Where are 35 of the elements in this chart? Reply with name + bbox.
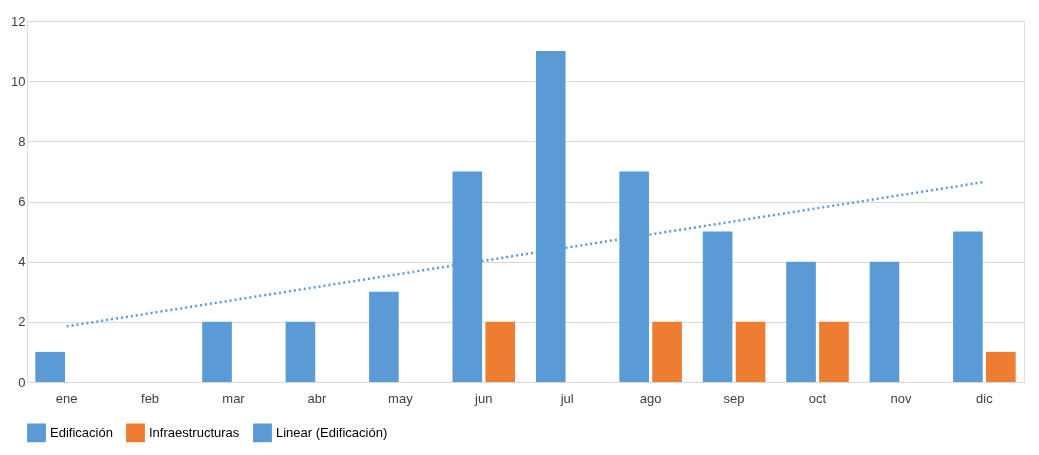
bar	[702, 231, 733, 382]
y-tick-label: 2	[18, 314, 26, 330]
bar	[986, 351, 1016, 382]
x-tick-label: may	[388, 390, 414, 406]
bar	[819, 321, 849, 382]
x-tick-label: abr	[307, 390, 327, 406]
y-tick-label: 8	[18, 133, 26, 149]
x-tick-label: mar	[222, 390, 246, 406]
y-tick-label: 4	[18, 254, 26, 270]
bar	[369, 291, 399, 382]
x-tick-label: feb	[141, 390, 160, 406]
legend-label: Linear (Edificación)	[276, 424, 388, 440]
bar	[485, 321, 516, 382]
bar	[786, 261, 816, 382]
legend-label: Infraestructuras	[149, 424, 240, 440]
y-tick-label: 12	[11, 13, 26, 29]
x-tick-label: dic	[976, 390, 994, 406]
x-tick-label: oct	[808, 390, 827, 406]
x-tick-label: ago	[639, 390, 662, 406]
x-tick-label: nov	[890, 390, 912, 406]
bar	[285, 321, 316, 382]
y-tick-label: 10	[11, 73, 26, 89]
y-tick-label: 6	[18, 194, 26, 209]
bar	[202, 321, 232, 382]
legend-label: Edificación	[50, 424, 113, 440]
x-tick-label: jun	[474, 390, 493, 406]
bar	[652, 321, 682, 382]
bar	[953, 231, 983, 382]
x-tick-label: ene	[55, 390, 78, 406]
y-tick-label: 0	[18, 374, 26, 390]
x-tick-label: sep	[723, 390, 745, 406]
bar	[869, 261, 900, 382]
bar	[35, 351, 65, 382]
x-tick-label: jul	[559, 390, 574, 406]
bar	[735, 321, 766, 382]
